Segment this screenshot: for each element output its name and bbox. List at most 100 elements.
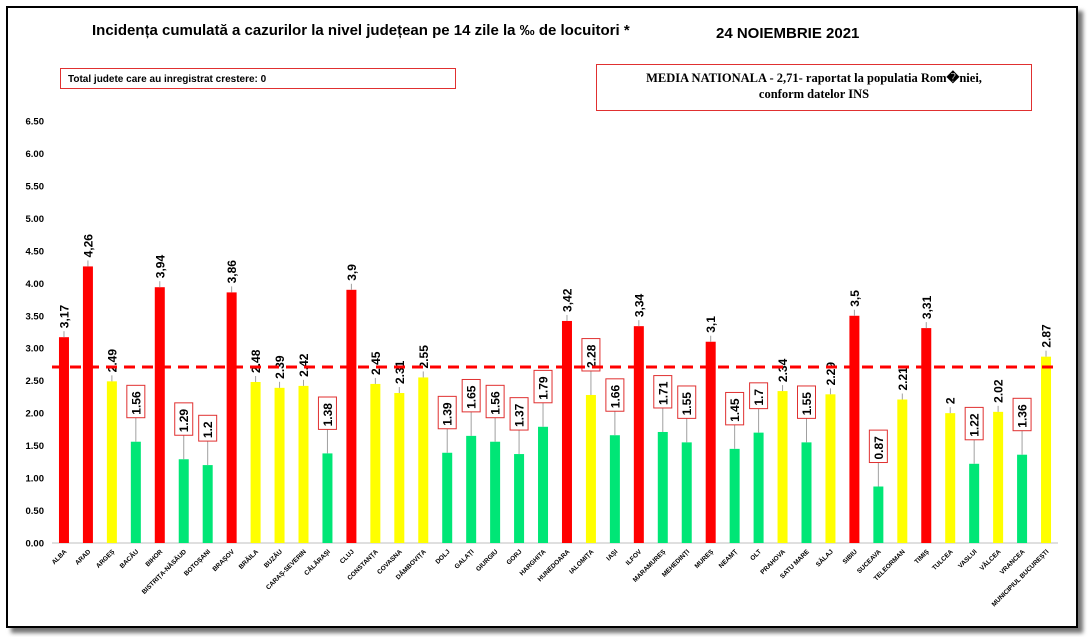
label-box — [605, 378, 625, 412]
value-label: 1.36 — [1016, 404, 1030, 428]
bar-satu mare — [801, 442, 812, 543]
bar-alba — [58, 337, 69, 543]
value-label: 2.02 — [992, 379, 1006, 403]
y-tick-label: 6.00 — [26, 149, 45, 160]
bar-bacău — [130, 441, 141, 543]
value-label: 3,1 — [704, 316, 718, 333]
value-label: 2.55 — [417, 345, 431, 369]
value-label: 2 — [944, 397, 958, 404]
national-average-box: MEDIA NATIONALA - 2,71- raportat la popu… — [596, 64, 1032, 111]
label-box — [461, 378, 481, 413]
bar-dolj — [442, 452, 453, 543]
x-tick-label: CĂLĂRAȘI — [302, 547, 332, 577]
value-label: 1.29 — [177, 409, 191, 433]
bar-călărași — [322, 453, 333, 543]
x-tick-label: BRAȘOV — [211, 548, 236, 573]
x-tick-label: GORJ — [506, 548, 524, 566]
label-box — [317, 396, 337, 430]
value-label: 2.28 — [584, 344, 598, 368]
value-label: 3,86 — [225, 260, 239, 284]
x-tick-label: IAȘI — [605, 548, 619, 562]
label-box — [437, 395, 457, 430]
bar-bihor — [154, 287, 165, 543]
label-box — [174, 402, 194, 436]
bar-prahova — [777, 391, 788, 543]
bar-olt — [753, 432, 764, 543]
value-label: 3,94 — [153, 255, 167, 279]
label-box — [964, 406, 984, 441]
x-tick-label: BUZĂU — [262, 547, 285, 570]
value-label: 2.39 — [273, 355, 287, 379]
bar-arad — [82, 266, 93, 543]
value-label: 2.31 — [393, 360, 407, 384]
bar-argeș — [106, 381, 117, 543]
x-tick-label: BISTRIȚA-NĂSĂUD — [139, 547, 188, 596]
x-tick-label: TULCEA — [931, 548, 955, 572]
bar-brașov — [226, 292, 237, 543]
bar-vâlcea — [993, 411, 1004, 543]
x-tick-label: BRĂILA — [236, 547, 260, 571]
bar-mehedinți — [681, 442, 692, 543]
value-label: 3,31 — [920, 295, 934, 319]
value-label: 3,34 — [632, 293, 646, 317]
bar-gorj — [514, 454, 525, 543]
bar-suceava — [873, 486, 884, 543]
y-tick-label: 5.50 — [26, 181, 45, 192]
x-tick-label: OLT — [749, 548, 763, 562]
x-tick-label: SĂLAJ — [813, 547, 835, 569]
value-label: 2.48 — [249, 349, 263, 373]
bar-iași — [609, 435, 620, 543]
bar-sibiu — [849, 315, 860, 543]
value-label: 1.55 — [680, 392, 694, 416]
x-tick-label: NEAMȚ — [718, 548, 739, 569]
bar-timiș — [921, 328, 932, 543]
x-tick-label: ARGEȘ — [95, 548, 117, 570]
x-tick-label: SIBIU — [842, 548, 859, 565]
value-label: 3,42 — [560, 288, 574, 312]
value-label: 2.34 — [776, 358, 790, 382]
value-label: 1.38 — [321, 403, 335, 427]
value-label: 1.71 — [656, 381, 670, 405]
x-tick-label: TIMIȘ — [913, 548, 931, 566]
bar-teleorman — [897, 399, 908, 543]
bar-caraș-severin — [298, 385, 309, 543]
value-label: 2.29 — [824, 362, 838, 386]
label-box — [485, 384, 505, 419]
label-box — [1012, 397, 1032, 432]
value-label: 1.65 — [465, 385, 479, 409]
y-tick-label: 2.50 — [26, 376, 45, 387]
bar-hunedoara — [561, 320, 572, 543]
bar-vrancea — [1017, 454, 1028, 543]
y-tick-label: 0.00 — [26, 539, 45, 550]
label-box — [533, 369, 553, 404]
bar-bistrița-năsăud — [178, 459, 189, 543]
y-tick-label: 5.00 — [26, 214, 45, 225]
value-label: 3,5 — [848, 290, 862, 307]
label-box — [725, 391, 745, 426]
x-tick-label: MUREȘ — [694, 548, 716, 570]
total-increase-box: Total judete care au inregistrat crester… — [60, 68, 456, 89]
x-tick-label: ARAD — [74, 548, 92, 566]
bar-cluj — [346, 289, 357, 543]
label-box — [797, 385, 816, 419]
value-label: 1.37 — [513, 403, 527, 427]
x-tick-label: ALBA — [51, 548, 69, 566]
value-label: 2.87 — [1040, 324, 1054, 348]
value-label: 3,17 — [57, 305, 71, 329]
value-label: 1.66 — [608, 385, 622, 409]
label-box — [868, 429, 888, 464]
value-label: 2.45 — [369, 351, 383, 375]
label-box — [653, 375, 673, 409]
bar-tulcea — [945, 413, 956, 543]
y-tick-label: 2.00 — [26, 409, 45, 420]
bar-giurgiu — [490, 441, 501, 543]
bar-dâmbovița — [418, 377, 429, 543]
bar-ialomița — [585, 394, 596, 543]
x-tick-label: ILFOV — [625, 548, 644, 567]
x-tick-label: CLUJ — [339, 548, 356, 565]
x-tick-label: BACĂU — [117, 547, 140, 570]
y-tick-label: 4.50 — [26, 246, 45, 257]
value-label: 1.45 — [728, 398, 742, 422]
value-label: 4,26 — [81, 234, 95, 258]
